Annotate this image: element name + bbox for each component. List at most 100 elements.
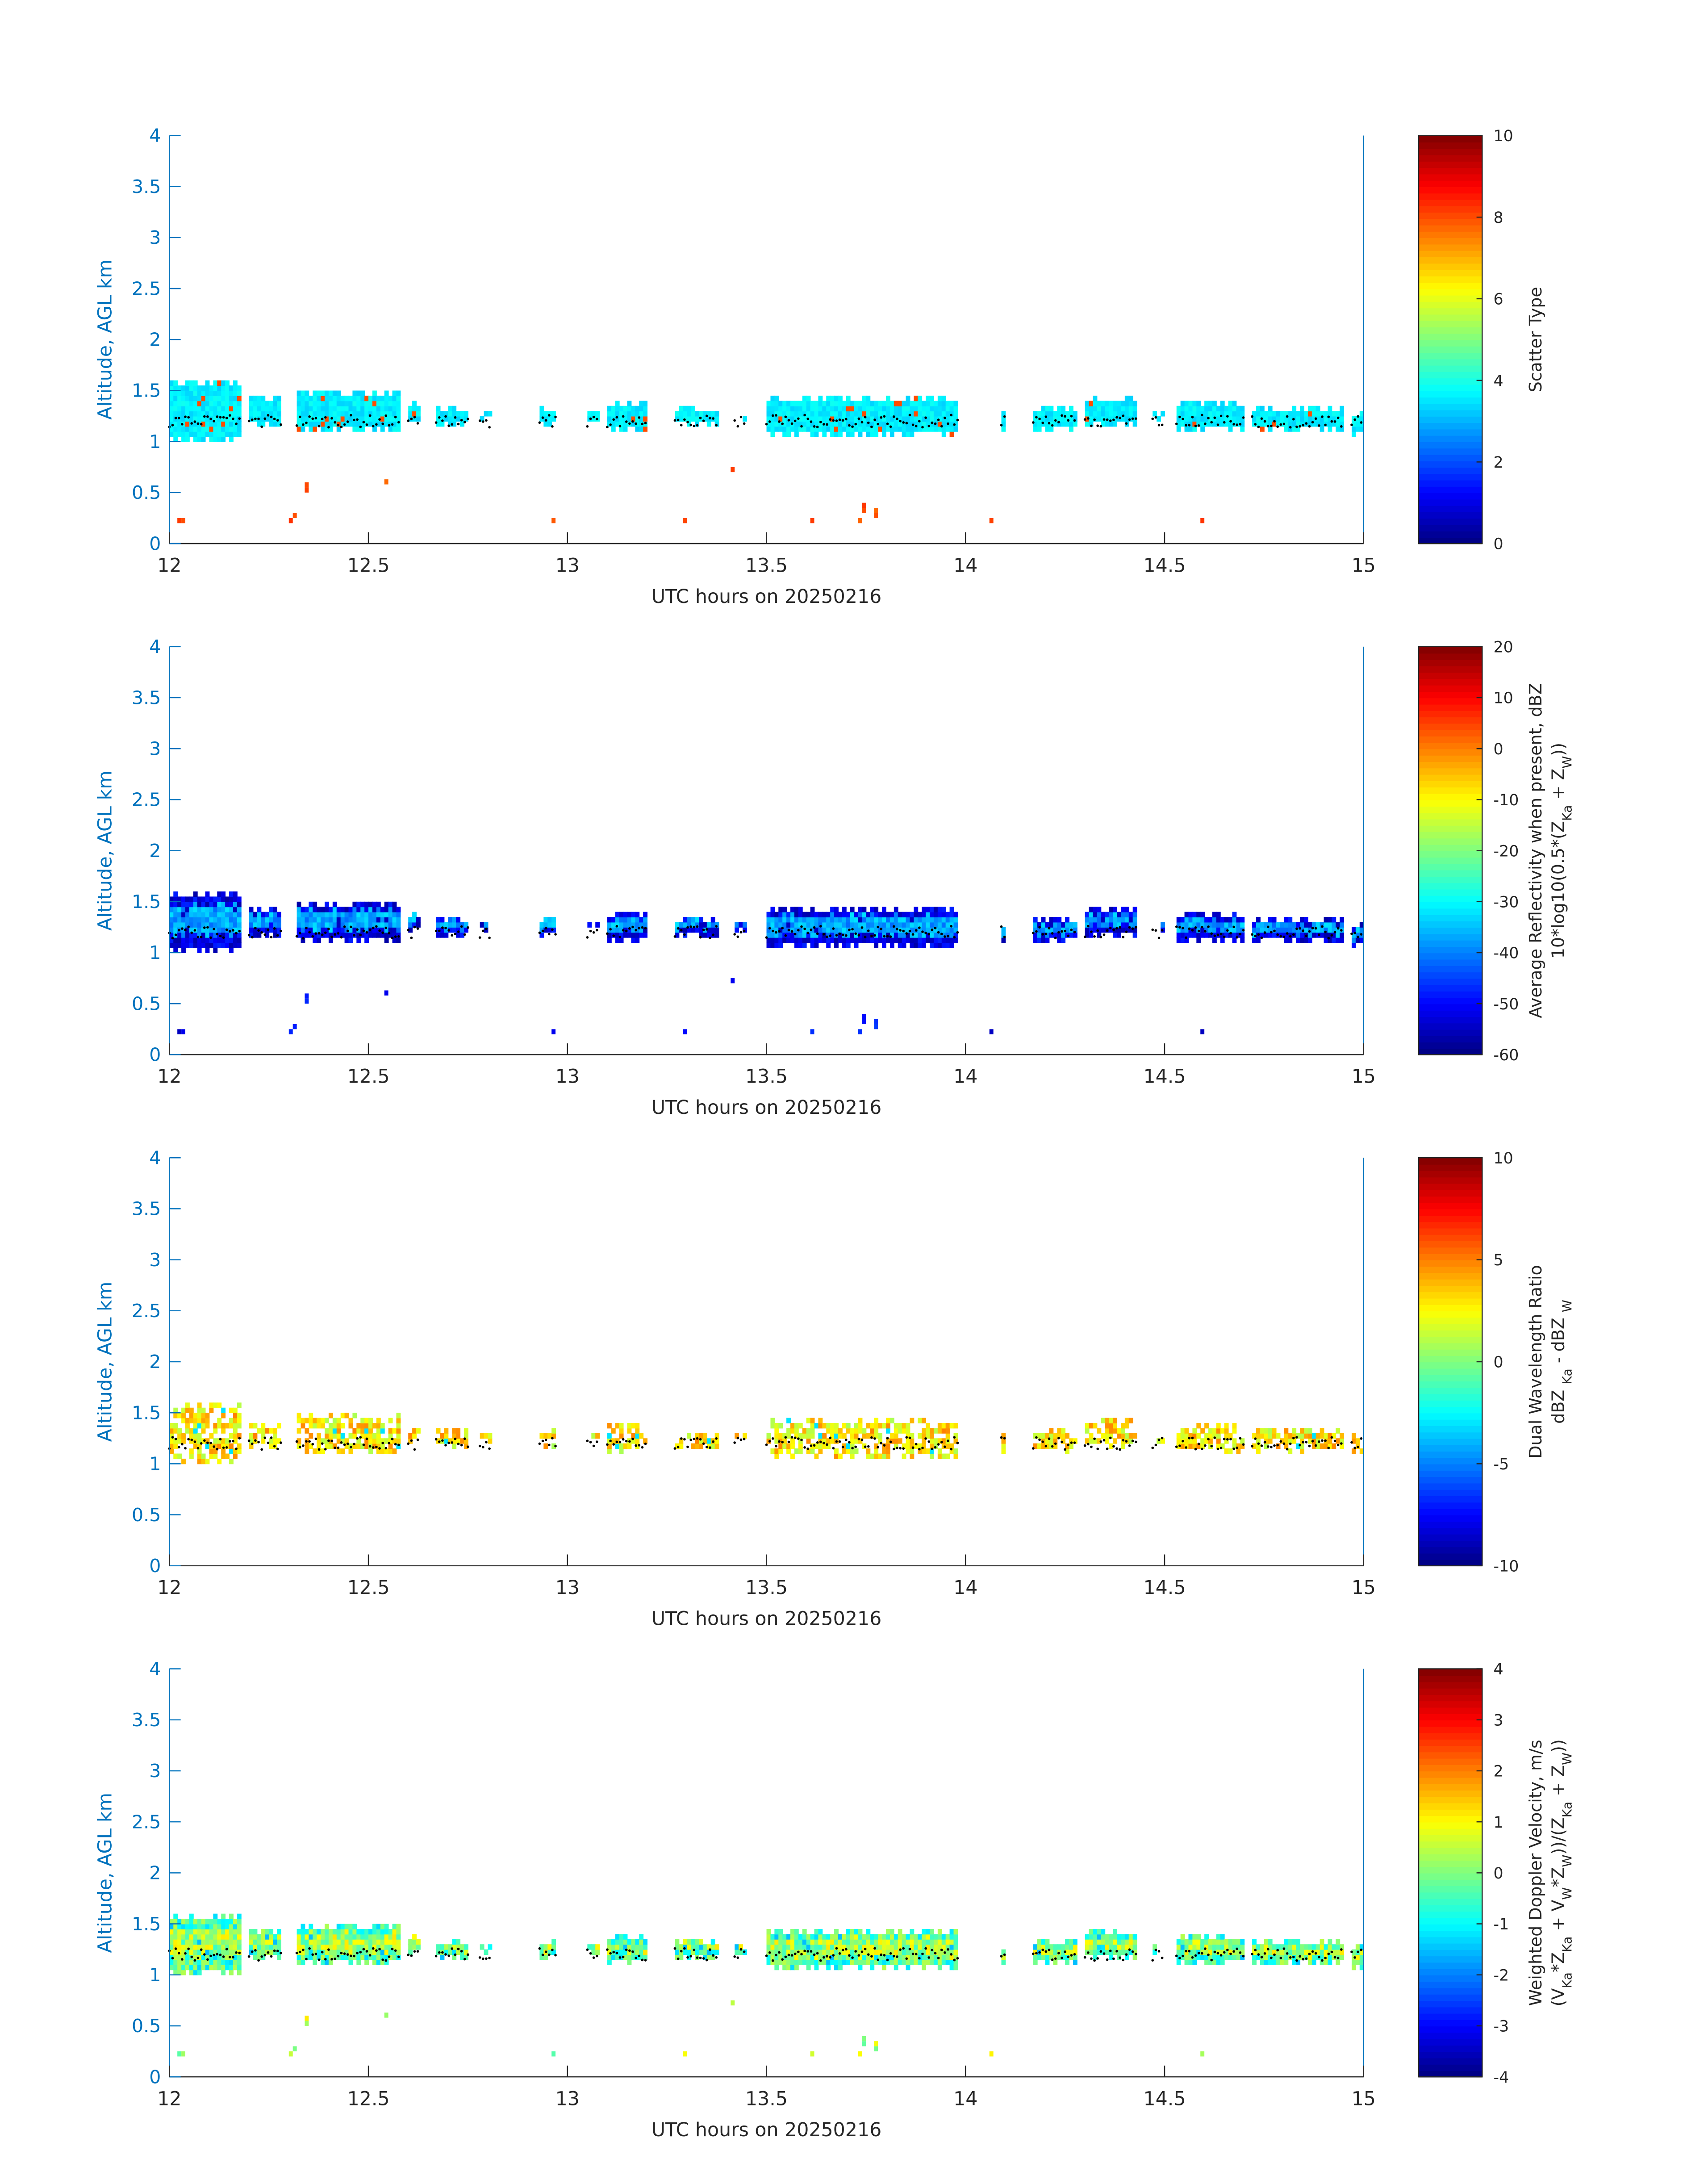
heatmap-cell: [906, 937, 910, 943]
heatmap-cell: [181, 896, 186, 902]
heatmap-cell: [169, 416, 174, 422]
heatmap-cell: [1061, 932, 1065, 937]
heatmap-cell: [818, 927, 823, 933]
heatmap-cell: [914, 416, 918, 422]
low-echo-cell: [293, 513, 297, 518]
heatmap-cell: [1053, 421, 1057, 427]
heatmap-cell: [810, 1433, 815, 1439]
cloud-base-marker: [397, 1956, 400, 1958]
cloud-base-marker: [551, 1437, 554, 1439]
heatmap-cell: [1232, 1428, 1237, 1433]
cloud-base-marker: [628, 423, 631, 425]
heatmap-cell: [1105, 922, 1109, 928]
cloud-base-marker: [622, 929, 625, 932]
heatmap-cell: [834, 1428, 839, 1433]
heatmap-cell: [607, 1954, 612, 1960]
heatmap-cell: [384, 1924, 389, 1929]
colorbar-swatch: [1419, 895, 1482, 903]
heatmap-cell: [452, 1428, 456, 1433]
heatmap-cell: [1113, 421, 1117, 427]
heatmap-cell: [301, 406, 305, 411]
heatmap-cell: [1113, 932, 1117, 937]
heatmap-cell: [619, 1433, 624, 1439]
heatmap-cell: [201, 1929, 206, 1934]
cloud-base-marker: [372, 425, 375, 427]
heatmap-cell: [798, 1448, 803, 1454]
heatmap-cell: [1049, 426, 1053, 431]
heatmap-cell: [1200, 426, 1205, 431]
heatmap-cell: [635, 912, 639, 917]
colorbar-tick-label: -20: [1494, 842, 1519, 860]
heatmap-cell: [333, 1934, 337, 1939]
heatmap-cell: [1240, 937, 1244, 943]
heatmap-cell: [269, 1944, 273, 1950]
heatmap-cell: [874, 431, 878, 437]
heatmap-cell: [297, 1959, 301, 1965]
heatmap-cell: [225, 1423, 230, 1428]
heatmap-cell: [1328, 927, 1332, 933]
cloud-base-marker: [686, 926, 689, 929]
heatmap-cell: [305, 401, 309, 406]
cloud-base-marker: [861, 421, 864, 423]
cloud-base-marker: [447, 1442, 450, 1444]
cloud-base-marker: [1175, 1445, 1178, 1448]
heatmap-cell: [834, 431, 839, 437]
heatmap-cell: [770, 431, 775, 437]
heatmap-cell: [205, 1934, 210, 1939]
heatmap-cell: [1188, 932, 1193, 937]
heatmap-cell: [934, 942, 938, 948]
heatmap-cell: [309, 421, 313, 427]
heatmap-cell: [317, 1944, 321, 1950]
colorbar-tick-label: 20: [1494, 638, 1513, 656]
heatmap-cell: [1336, 932, 1340, 937]
cloud-base-marker: [644, 1443, 647, 1445]
heatmap-cell: [1312, 932, 1316, 937]
heatmap-cell: [309, 1929, 313, 1934]
heatmap-cell: [213, 1924, 217, 1929]
colorbar-swatch: [1419, 1464, 1482, 1471]
heatmap-cell: [790, 411, 795, 416]
heatmap-cell: [814, 942, 819, 948]
colorbar-swatch: [1419, 155, 1482, 162]
heatmap-cell: [352, 917, 357, 922]
heatmap-cell: [197, 436, 202, 442]
heatmap-cell: [643, 416, 647, 422]
heatmap-cell: [309, 426, 313, 431]
cloud-base-marker: [464, 933, 466, 936]
heatmap-cell: [376, 1934, 381, 1939]
cloud-base-marker: [273, 418, 276, 420]
heatmap-cell: [1196, 1433, 1201, 1439]
heatmap-cell: [169, 902, 174, 907]
heatmap-cell: [543, 917, 548, 922]
cloud-base-marker: [479, 1956, 481, 1959]
cloud-base-marker: [219, 935, 222, 937]
cloud-base-marker: [353, 1443, 355, 1445]
heatmap-cell: [257, 922, 261, 928]
heatmap-cell: [249, 1929, 254, 1934]
heatmap-cell: [213, 431, 217, 437]
heatmap-cell: [213, 937, 217, 943]
heatmap-cell: [770, 406, 775, 411]
y-tick-label: 0.5: [132, 1504, 161, 1526]
heatmap-cell: [277, 1944, 281, 1950]
heatmap-cell: [360, 401, 365, 406]
heatmap-cell: [794, 406, 799, 411]
heatmap-cell: [615, 411, 620, 416]
heatmap-cell: [1236, 922, 1240, 927]
heatmap-cell: [213, 396, 217, 401]
heatmap-cell: [456, 1433, 460, 1439]
heatmap-cell: [619, 917, 624, 922]
heatmap-cell: [798, 912, 803, 917]
cloud-base-marker: [902, 1447, 905, 1450]
heatmap-cell: [384, 1944, 389, 1950]
heatmap-cell: [1328, 406, 1332, 411]
heatmap-cell: [794, 411, 799, 416]
cloud-base-marker: [877, 926, 879, 929]
heatmap-cell: [416, 416, 421, 422]
heatmap-cell: [826, 917, 831, 922]
heatmap-cell: [1085, 917, 1090, 922]
heatmap-cell: [189, 1408, 194, 1413]
cloud-base-marker: [267, 1951, 270, 1954]
cloud-base-marker: [248, 1439, 251, 1442]
cloud-base-marker: [1188, 1437, 1190, 1439]
